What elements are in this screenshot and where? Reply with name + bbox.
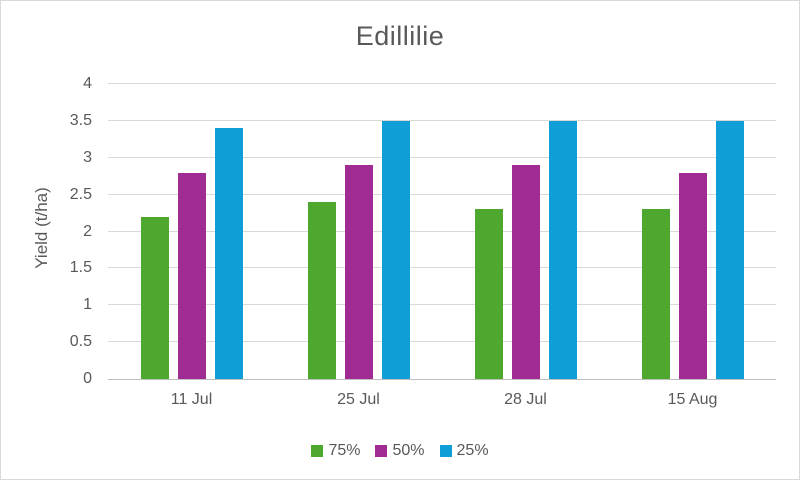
gridline (108, 119, 776, 121)
bar-group (275, 84, 442, 379)
gridline (108, 341, 776, 343)
bar-group (108, 84, 275, 379)
y-axis-tick-labels: 0 0.5 1 1.5 2 2.5 3 3.5 4 (1, 76, 92, 387)
x-axis-tick-label: 11 Jul (170, 391, 213, 408)
bar-50% (511, 165, 540, 379)
y-axis-tick-label: 0.5 (69, 333, 92, 351)
bar-group (442, 84, 609, 379)
legend-swatch (311, 445, 324, 457)
bar-group (609, 84, 776, 379)
bar-25% (715, 120, 744, 379)
x-axis-tick-label: 25 Jul (337, 391, 380, 408)
bar-75% (641, 209, 670, 379)
legend-item: 25% (439, 442, 489, 460)
legend: 75% 50% 25% (1, 442, 799, 460)
chart-title: Edillilie (355, 21, 445, 51)
y-axis-tick-label: 2.5 (69, 185, 92, 203)
bar-50% (344, 165, 373, 379)
bar-75% (140, 216, 169, 379)
gridline (108, 304, 776, 306)
legend-item: 50% (375, 442, 425, 460)
bar-50% (678, 172, 707, 379)
x-axis-tick-label: 28 Jul (504, 391, 547, 408)
bar-50% (177, 172, 206, 379)
legend-swatch (439, 445, 452, 457)
y-axis-tick-label: 0 (83, 370, 92, 387)
gridline (108, 267, 776, 269)
bar-25% (214, 128, 243, 379)
bar-75% (307, 202, 336, 379)
legend-label: 75% (328, 442, 361, 459)
bar-groups (108, 84, 776, 379)
legend-item: 75% (311, 442, 360, 460)
legend-label: 50% (392, 442, 425, 459)
y-axis-tick-label: 3.5 (69, 111, 92, 129)
y-axis-tick-label: 3 (83, 148, 92, 166)
bar-25% (381, 120, 410, 379)
gridline (108, 156, 776, 158)
bar-25% (548, 120, 577, 379)
plot-area (108, 83, 776, 380)
y-axis-tick-label: 1 (83, 296, 92, 314)
bar-75% (474, 209, 503, 379)
gridline (108, 193, 776, 195)
gridline (108, 83, 776, 84)
y-axis-tick-label: 1.5 (69, 259, 92, 277)
legend-swatch (375, 445, 388, 457)
y-axis-tick-label: 2 (83, 222, 92, 240)
legend-label: 25% (456, 442, 489, 459)
gridline (108, 230, 776, 232)
y-axis-tick-label: 4 (83, 75, 92, 92)
x-axis-tick-label: 15 Aug (667, 391, 718, 408)
x-axis-tick-labels: 11 Jul 25 Jul 28 Jul 15 Aug (108, 390, 776, 410)
